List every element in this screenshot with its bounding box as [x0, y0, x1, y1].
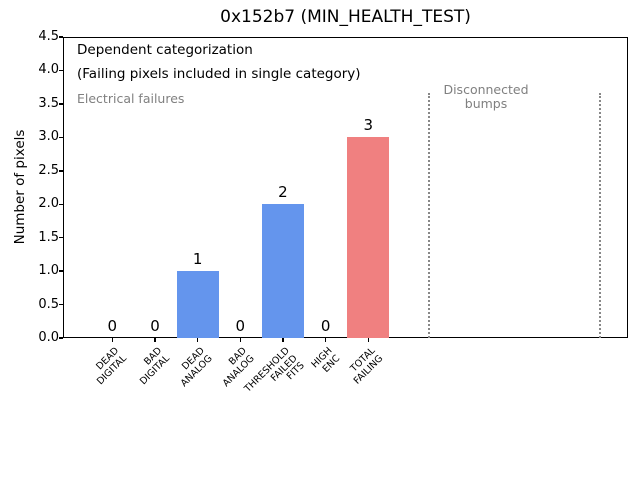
- y-tick-label: 0.0: [38, 330, 59, 345]
- x-tick-label: DEAD ANALOG: [178, 345, 215, 389]
- annotation-line1: Dependent categorization: [77, 42, 253, 58]
- y-tick-label: 3.0: [38, 129, 59, 145]
- y-tick-label: 4.0: [38, 62, 59, 78]
- bar-value-label: 0: [150, 317, 160, 335]
- y-tick-label: 1.5: [38, 229, 59, 245]
- bar: [176, 271, 219, 338]
- y-tick-mark: [59, 337, 63, 339]
- y-tick-label: 2.0: [38, 196, 59, 212]
- bar-value-label: 3: [363, 116, 374, 135]
- x-tick-mark: [111, 338, 113, 342]
- y-tick-label: 0.5: [38, 296, 59, 312]
- x-tick-label: HIGH ENC: [309, 345, 343, 375]
- y-tick-label: 1.0: [38, 263, 59, 279]
- y-tick-mark: [59, 69, 63, 72]
- x-tick-label: DEAD DIGITAL: [94, 345, 129, 387]
- y-axis-label: Number of pixels: [12, 129, 28, 245]
- y-tick-mark: [59, 36, 63, 38]
- bar-value-label: 0: [107, 317, 118, 335]
- x-tick-mark: [154, 338, 156, 342]
- electrical-region-label: Electrical failures: [77, 91, 185, 106]
- disconnected-region-divider-right: [599, 93, 601, 338]
- y-tick-mark: [59, 170, 63, 172]
- bar: [261, 204, 304, 338]
- y-tick-mark: [59, 236, 63, 239]
- x-tick-mark: [282, 338, 284, 342]
- y-tick-mark: [59, 103, 63, 105]
- y-tick-label: 3.5: [38, 95, 59, 111]
- bar-value-label: 2: [278, 183, 288, 202]
- bar-value-label: 1: [192, 250, 203, 269]
- bar-value-label: 0: [235, 317, 246, 335]
- bar: [347, 137, 390, 338]
- chart-title: 0x152b7 (MIN_HEALTH_TEST): [220, 7, 471, 27]
- bar-value-label: 0: [320, 317, 331, 335]
- y-tick-mark: [59, 136, 63, 139]
- disconnected-region-divider-left: [428, 93, 430, 338]
- y-tick-mark: [59, 203, 63, 205]
- annotation-line2: (Failing pixels included in single categ…: [77, 66, 361, 82]
- y-tick-label: 2.5: [38, 162, 59, 178]
- y-tick-mark: [59, 303, 63, 306]
- x-tick-mark: [239, 338, 241, 342]
- x-tick-mark: [324, 338, 327, 342]
- plot-area: [63, 37, 628, 338]
- x-tick-label: BAD DIGITAL: [137, 345, 172, 387]
- x-tick-mark: [367, 338, 369, 342]
- x-tick-label: THRESHOLD FAILED FITS: [242, 345, 307, 395]
- x-tick-label: TOTAL FAILING: [348, 345, 385, 387]
- y-tick-mark: [59, 270, 63, 272]
- disconnected-region-label: Disconnected bumps: [443, 82, 529, 111]
- y-tick-label: 4.5: [38, 29, 59, 44]
- x-tick-mark: [196, 338, 199, 342]
